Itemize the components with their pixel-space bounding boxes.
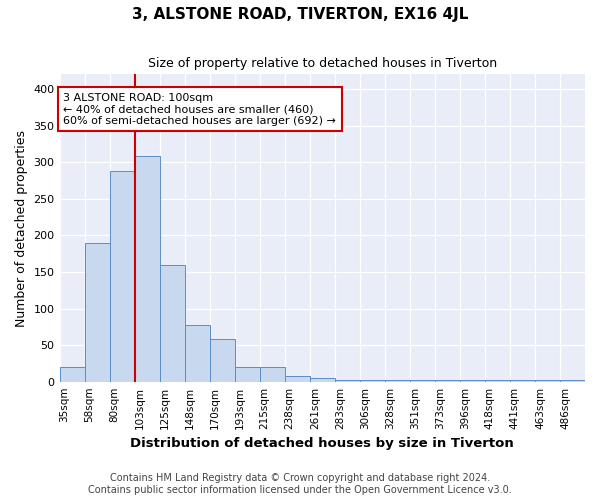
X-axis label: Distribution of detached houses by size in Tiverton: Distribution of detached houses by size … <box>130 437 514 450</box>
Bar <box>260 367 285 382</box>
Bar <box>460 380 485 382</box>
Text: Contains HM Land Registry data © Crown copyright and database right 2024.
Contai: Contains HM Land Registry data © Crown c… <box>88 474 512 495</box>
Bar <box>560 380 585 382</box>
Bar <box>235 367 260 382</box>
Title: Size of property relative to detached houses in Tiverton: Size of property relative to detached ho… <box>148 58 497 70</box>
Bar <box>410 380 435 382</box>
Text: 3, ALSTONE ROAD, TIVERTON, EX16 4JL: 3, ALSTONE ROAD, TIVERTON, EX16 4JL <box>132 8 468 22</box>
Bar <box>285 376 310 382</box>
Text: 3 ALSTONE ROAD: 100sqm
← 40% of detached houses are smaller (460)
60% of semi-de: 3 ALSTONE ROAD: 100sqm ← 40% of detached… <box>63 92 336 126</box>
Bar <box>535 380 560 382</box>
Bar <box>510 380 535 382</box>
Bar <box>335 380 360 382</box>
Bar <box>85 242 110 382</box>
Bar <box>134 156 160 382</box>
Bar <box>385 380 410 382</box>
Bar <box>435 380 460 382</box>
Bar <box>310 378 335 382</box>
Bar <box>160 264 185 382</box>
Bar <box>209 340 235 382</box>
Bar <box>360 380 385 382</box>
Bar <box>59 367 85 382</box>
Y-axis label: Number of detached properties: Number of detached properties <box>15 130 28 326</box>
Bar <box>485 380 510 382</box>
Bar <box>185 324 209 382</box>
Bar <box>110 171 134 382</box>
